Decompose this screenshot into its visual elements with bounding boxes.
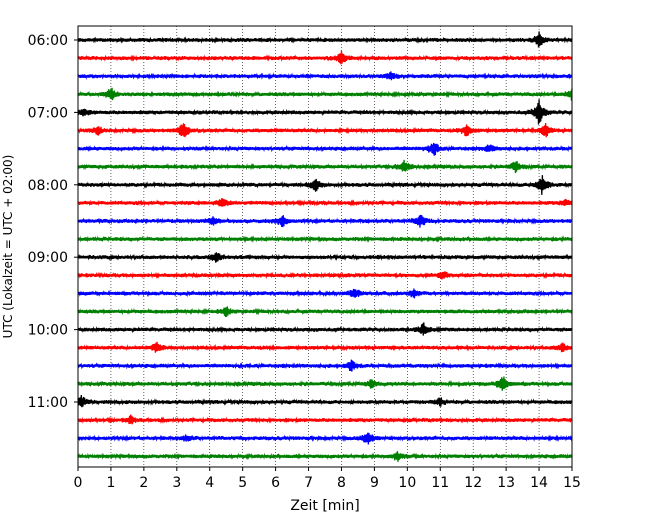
trace-1130	[77, 432, 573, 445]
x-tick-label: 9	[370, 475, 379, 491]
trace-1000	[77, 322, 573, 336]
trace-0715	[77, 122, 573, 138]
trace-0615	[77, 50, 573, 65]
trace-0745	[77, 159, 573, 174]
x-axis: 0 1 2 3 4 5 6 7 8 9 10 11 12 13 14 15	[74, 467, 581, 491]
trace-0730	[77, 142, 573, 156]
x-tick-label: 2	[139, 475, 148, 491]
trace-0845	[77, 235, 573, 243]
trace-1100	[77, 394, 573, 408]
y-axis-label: UTC (Lokalzeit = UTC + 02:00)	[1, 155, 15, 339]
trace-0700	[77, 99, 573, 125]
trace-0945	[77, 306, 573, 317]
x-tick-label: 7	[304, 475, 313, 491]
x-tick-label: 3	[172, 475, 181, 491]
x-tick-label: 15	[563, 475, 581, 491]
trace-0930	[77, 288, 573, 299]
trace-0830	[77, 214, 573, 228]
trace-0630	[77, 71, 573, 81]
x-tick-label: 13	[497, 475, 515, 491]
trace-1115	[77, 414, 573, 425]
trace-0815	[77, 197, 573, 207]
trace-1145	[77, 451, 573, 462]
seismogram-traces	[77, 31, 573, 462]
y-tick-label: 11:00	[28, 395, 68, 411]
x-tick-label: 5	[238, 475, 247, 491]
trace-1015	[77, 341, 573, 353]
y-axis: 06:00 07:00 08:00 09:00 10:00 11:00	[28, 33, 78, 411]
trace-0645	[77, 87, 573, 101]
trace-1030	[77, 359, 573, 372]
trace-1045	[77, 376, 573, 391]
y-tick-label: 07:00	[28, 105, 68, 121]
x-tick-label: 14	[530, 475, 548, 491]
trace-0900	[77, 252, 573, 263]
x-tick-label: 1	[106, 475, 115, 491]
plot-frame	[77, 25, 573, 468]
trace-0800	[77, 175, 573, 195]
x-tick-label: 6	[271, 475, 280, 491]
x-tick-label: 12	[464, 475, 482, 491]
x-axis-label: Zeit [min]	[290, 498, 359, 514]
trace-0915	[77, 271, 573, 280]
y-tick-label: 06:00	[28, 33, 68, 49]
x-tick-label: 11	[431, 475, 449, 491]
trace-0600	[77, 31, 573, 48]
y-tick-label: 08:00	[28, 178, 68, 194]
y-tick-label: 09:00	[28, 250, 68, 266]
x-tick-label: 0	[74, 475, 83, 491]
y-tick-label: 10:00	[28, 323, 68, 339]
x-tick-label: 10	[398, 475, 416, 491]
x-tick-label: 8	[337, 475, 346, 491]
x-tick-label: 4	[205, 475, 214, 491]
